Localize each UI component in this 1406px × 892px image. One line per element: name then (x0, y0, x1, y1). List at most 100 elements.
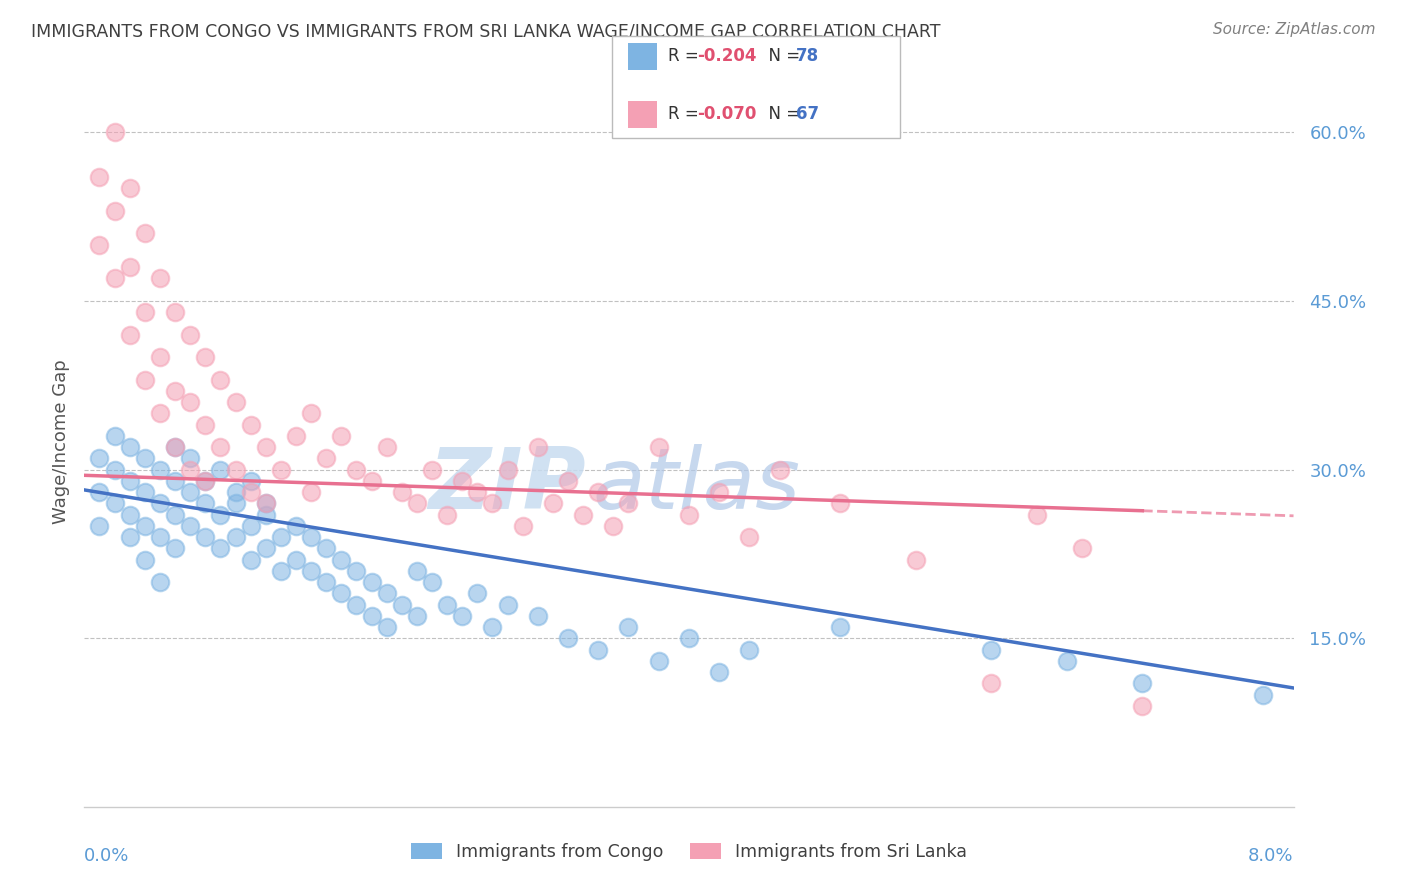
Point (134, 485, 156, 500)
Point (118, 181, 141, 195)
Point (1056, 654, 1078, 668)
Legend: Immigrants from Congo, Immigrants from Sri Lanka: Immigrants from Congo, Immigrants from S… (404, 836, 974, 868)
Point (149, 463, 172, 477)
Point (527, 440, 550, 454)
Point (89, 451, 111, 466)
Point (980, 642, 1002, 657)
Point (209, 373, 232, 387)
Point (179, 463, 201, 477)
Point (299, 530, 322, 544)
Point (104, 429, 127, 443)
Point (209, 463, 232, 477)
Point (254, 496, 277, 510)
Point (285, 552, 308, 566)
Point (209, 508, 232, 522)
Point (617, 620, 640, 634)
Point (330, 552, 353, 566)
Point (406, 496, 429, 510)
Point (225, 496, 247, 510)
Point (360, 575, 382, 590)
Point (89, 170, 111, 185)
Point (89, 519, 111, 533)
Point (225, 485, 247, 500)
Point (346, 598, 368, 612)
Point (557, 632, 579, 646)
Point (194, 496, 217, 510)
Point (239, 552, 262, 566)
Point (165, 508, 187, 522)
Point (315, 541, 337, 556)
Text: N =: N = (758, 47, 806, 65)
Point (315, 575, 337, 590)
Point (134, 373, 156, 387)
Point (239, 519, 262, 533)
Point (104, 271, 127, 285)
Point (254, 508, 277, 522)
Point (709, 485, 731, 500)
Point (194, 474, 217, 488)
Point (588, 642, 610, 657)
Point (1132, 698, 1154, 713)
Point (179, 395, 201, 409)
Point (104, 203, 127, 218)
Point (254, 541, 277, 556)
Point (678, 632, 700, 646)
Point (149, 271, 172, 285)
Point (149, 406, 172, 420)
Text: atlas: atlas (592, 444, 800, 527)
Point (104, 125, 127, 139)
Point (738, 530, 761, 544)
Point (346, 463, 368, 477)
Text: N =: N = (758, 105, 806, 123)
Point (179, 519, 201, 533)
Text: ZIP: ZIP (429, 444, 586, 527)
Point (165, 440, 187, 454)
Point (467, 586, 489, 600)
Point (118, 508, 141, 522)
Point (254, 440, 277, 454)
Point (346, 564, 368, 578)
Point (451, 609, 474, 624)
Point (239, 417, 262, 432)
Point (512, 519, 534, 533)
Point (89, 237, 111, 252)
Point (481, 620, 503, 634)
Point (406, 564, 429, 578)
Text: -0.070: -0.070 (697, 105, 756, 123)
Point (557, 474, 579, 488)
Point (209, 440, 232, 454)
Point (194, 474, 217, 488)
Point (179, 327, 201, 342)
Point (285, 429, 308, 443)
Point (299, 564, 322, 578)
Point (588, 485, 610, 500)
Point (648, 440, 671, 454)
Point (270, 463, 292, 477)
Point (602, 519, 624, 533)
Point (420, 463, 443, 477)
Point (194, 417, 217, 432)
Point (375, 586, 398, 600)
Point (299, 485, 322, 500)
Point (149, 575, 172, 590)
Point (134, 519, 156, 533)
Point (104, 496, 127, 510)
Text: R =: R = (668, 47, 704, 65)
Point (104, 463, 127, 477)
Point (270, 530, 292, 544)
Point (165, 440, 187, 454)
Point (285, 519, 308, 533)
Point (165, 541, 187, 556)
Point (118, 474, 141, 488)
Point (1132, 676, 1154, 690)
Text: R =: R = (668, 105, 704, 123)
Point (194, 350, 217, 364)
Point (451, 474, 474, 488)
Text: IMMIGRANTS FROM CONGO VS IMMIGRANTS FROM SRI LANKA WAGE/INCOME GAP CORRELATION C: IMMIGRANTS FROM CONGO VS IMMIGRANTS FROM… (31, 22, 941, 40)
Point (239, 474, 262, 488)
Point (436, 598, 458, 612)
Point (330, 429, 353, 443)
Point (1025, 508, 1047, 522)
Point (134, 227, 156, 241)
Point (149, 530, 172, 544)
